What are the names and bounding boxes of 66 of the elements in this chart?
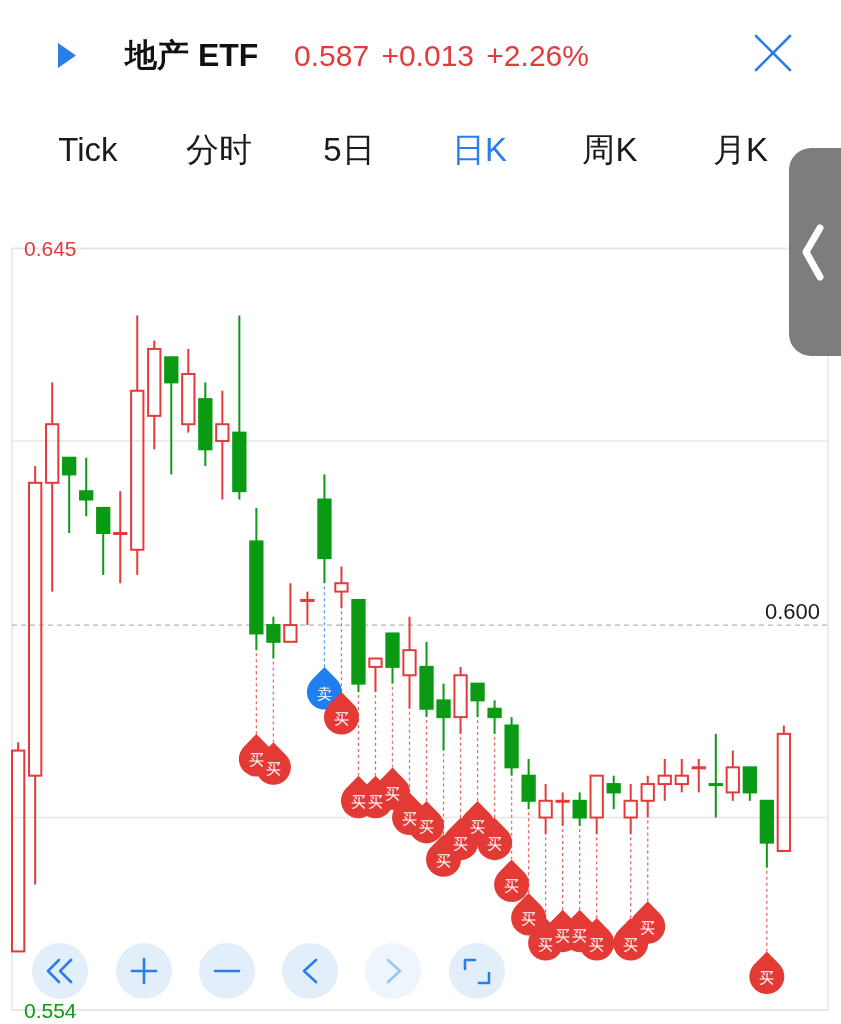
text: Tick [58, 131, 119, 168]
candlestick [198, 381, 213, 468]
series-label: 买 [384, 784, 400, 802]
candlestick [317, 473, 332, 585]
candlestick [742, 766, 757, 802]
text: 买 [470, 818, 486, 836]
text: 买 [436, 851, 452, 869]
text: 买 [538, 935, 554, 953]
text: 买 [640, 918, 656, 936]
candlestick [368, 657, 383, 694]
candlestick [283, 582, 298, 643]
candlestick [436, 682, 451, 752]
y-tick-label: 0.645 [24, 237, 77, 260]
chart-title: 地产 ETF [123, 37, 259, 73]
candlestick [79, 456, 94, 518]
candlestick [130, 314, 145, 576]
candlestick [62, 456, 77, 535]
candlestick [45, 381, 60, 593]
candlestick [28, 465, 43, 886]
candlestick [487, 699, 502, 735]
candlestick [589, 774, 604, 836]
candlestick [623, 783, 638, 836]
candlestick [759, 799, 774, 869]
candlestick [402, 615, 417, 710]
candlestick [164, 356, 179, 476]
candlestick [725, 749, 740, 802]
text: 5日 [323, 131, 375, 168]
candlestick [657, 757, 672, 802]
text: 买 [759, 969, 775, 987]
text: 买 [504, 876, 520, 894]
candlestick [96, 506, 111, 576]
text: 买 [333, 709, 349, 727]
candlestick [249, 506, 264, 652]
text: 买 [589, 935, 605, 953]
candlestick [232, 314, 247, 501]
ref-line-label: 0.600 [764, 599, 820, 625]
text: 买 [419, 818, 435, 836]
text: 买 [453, 835, 469, 853]
candlestick [113, 490, 128, 585]
candlestick [181, 347, 196, 434]
candlestick [776, 724, 791, 853]
candlestick [538, 783, 553, 836]
text: 买 [248, 751, 264, 769]
text: 买 [623, 935, 639, 953]
text: 买 [265, 759, 281, 777]
text: 买 [487, 835, 503, 853]
text: 买 [367, 793, 383, 811]
candlestick [385, 632, 400, 685]
text: 月K [712, 131, 769, 168]
text: 买 [555, 927, 571, 945]
series-label: 卖 [316, 684, 332, 702]
chart-subtitle: 0.587 +0.013 +2.26% [294, 39, 589, 72]
candlestick [11, 741, 26, 953]
candlestick [470, 682, 485, 719]
candlestick [555, 791, 570, 827]
text: 周K [582, 131, 638, 168]
text: 买 [572, 927, 588, 945]
text: 买 [521, 910, 537, 928]
text: 买 [350, 793, 366, 811]
text: 日K [451, 131, 508, 168]
candlestick [708, 732, 723, 819]
candlestick [334, 565, 349, 610]
y-tick-label: 0.554 [24, 998, 77, 1022]
text: 买 [402, 810, 418, 828]
text: 分时 [185, 131, 252, 168]
candlestick [215, 389, 230, 501]
